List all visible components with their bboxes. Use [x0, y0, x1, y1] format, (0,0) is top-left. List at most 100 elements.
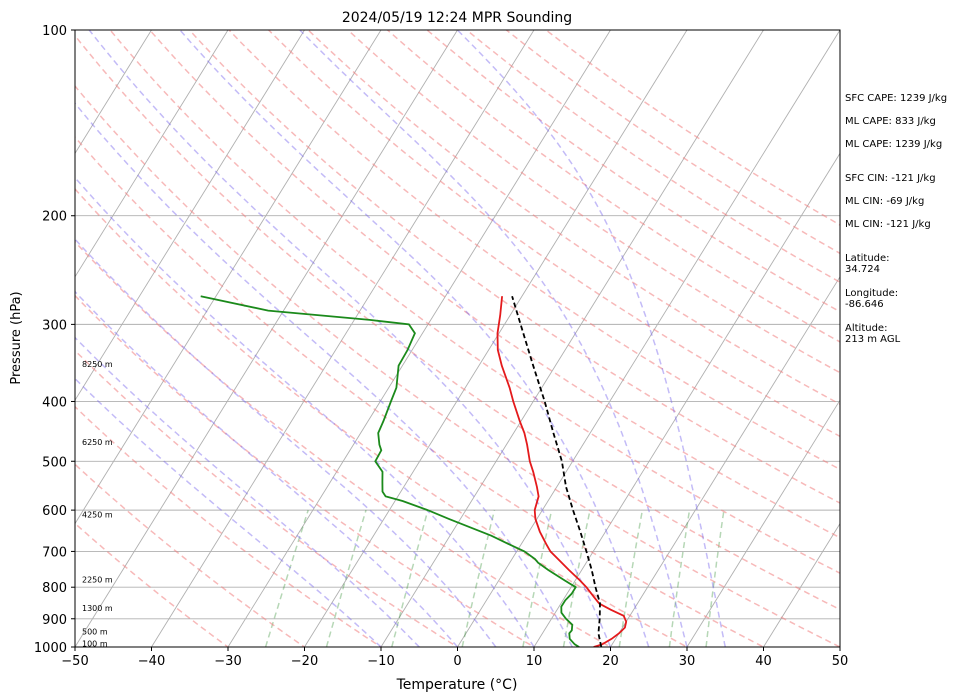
mixing-ratio-line [461, 509, 496, 647]
dry-adiabat-line [75, 349, 459, 647]
height-label: 8250 m [82, 360, 113, 369]
isotherm-line [762, 522, 840, 647]
ml-cape-label-2: ML CAPE: 1239 J/kg [845, 139, 943, 150]
ml-cape-label: ML CAPE: 833 J/kg [845, 116, 936, 127]
isobar-grid [75, 30, 840, 647]
height-label: 4250 m [82, 511, 113, 520]
ml-cin-label: ML CIN: -69 J/kg [845, 196, 925, 207]
dry-adiabat-line [75, 463, 306, 647]
mixing-ratio-lines [264, 509, 725, 647]
longitude-label: Longitude: -86.646 [845, 288, 899, 310]
dry-adiabat-line [75, 187, 689, 647]
temperature-line [496, 296, 628, 647]
moist-adiabat-line [75, 176, 535, 647]
y-tick-label: 500 [42, 455, 67, 470]
dry-adiabat-line [227, 30, 840, 471]
dry-adiabat-line [188, 30, 840, 504]
dry-adiabat-line [148, 30, 840, 539]
dry-adiabat-line [109, 30, 840, 575]
moist-adiabat-line [75, 377, 382, 647]
dry-adiabat-line [75, 522, 230, 647]
height-label: 500 m [82, 627, 108, 636]
x-axis-ticks: −50 −40 −30 −20 −10 0 10 20 30 40 50 [61, 647, 848, 669]
moist-adiabat-line [75, 238, 497, 647]
mixing-ratio-line [264, 509, 309, 647]
moist-adiabat-line [88, 30, 612, 647]
x-tick-label: 20 [602, 654, 619, 669]
isotherm-line [75, 30, 382, 525]
dry-adiabat-line [75, 294, 536, 647]
x-tick-label: −30 [214, 654, 241, 669]
height-labels: 100 m 500 m 1300 m 2250 m 4250 m 6250 m 8250 m [82, 360, 113, 648]
dry-adiabat-line [75, 405, 383, 647]
isotherm-line [380, 30, 765, 647]
moist-adiabat-line [75, 102, 573, 647]
dry-adiabat-line [465, 30, 840, 284]
y-tick-label: 1000 [34, 641, 67, 656]
isotherm-line [75, 30, 459, 647]
y-tick-label: 600 [42, 504, 67, 519]
ml-cin-label-2: ML CIN: -121 J/kg [845, 219, 931, 230]
isotherm-line [150, 30, 535, 647]
x-tick-label: −10 [367, 654, 394, 669]
y-axis-ticks: 1000 900 800 700 600 500 400 300 200 100 [34, 24, 75, 656]
height-label: 1300 m [82, 604, 113, 613]
dry-adiabat-line [346, 30, 840, 374]
isotherm-line [75, 30, 306, 402]
dry-adiabat-line [425, 30, 840, 313]
altitude-label: Altitude: 213 m AGL [845, 323, 901, 345]
x-tick-label: −20 [291, 654, 318, 669]
height-label: 6250 m [82, 438, 113, 447]
dewpoint-line [200, 295, 580, 647]
isotherm-line [227, 30, 612, 647]
parcel-line [511, 295, 603, 647]
dry-adiabat-line [75, 34, 840, 611]
chart-title: 2024/05/19 12:24 MPR Sounding [342, 10, 572, 26]
mixing-ratio-line [668, 509, 691, 647]
moist-adiabat-line [299, 30, 688, 647]
y-tick-label: 200 [42, 210, 67, 225]
mixing-ratio-line [522, 509, 553, 647]
x-tick-label: −50 [61, 654, 88, 669]
moist-adiabat-lines [75, 30, 727, 647]
isotherm-line [0, 16, 7, 660]
x-tick-label: −40 [138, 654, 165, 669]
isotherm-lines [0, 16, 840, 660]
isotherm-line [75, 30, 153, 155]
isotherm-line [686, 399, 840, 647]
y-tick-label: 300 [42, 318, 67, 333]
moist-adiabat-line [75, 290, 459, 647]
x-tick-label: 50 [832, 654, 849, 669]
mixing-ratio-line [325, 509, 367, 647]
sfc-cin-label: SFC CIN: -121 J/kg [845, 173, 936, 184]
height-label: 2250 m [82, 575, 113, 584]
isotherm-line [456, 30, 840, 647]
dry-adiabat-line [544, 30, 840, 226]
mixing-ratio-line [391, 509, 429, 647]
sounding-series [200, 295, 628, 647]
y-tick-label: 900 [42, 613, 67, 628]
sfc-cape-label: SFC CAPE: 1239 J/kg [845, 93, 948, 104]
height-label: 100 m [82, 639, 108, 648]
isotherm-line [609, 275, 840, 647]
isotherm-line [75, 30, 229, 278]
moist-adiabat-line [75, 336, 420, 647]
x-axis-label: Temperature (°C) [396, 677, 518, 693]
y-axis-label: Pressure (hPa) [9, 291, 24, 384]
x-tick-label: 10 [526, 654, 543, 669]
y-tick-label: 100 [42, 24, 67, 39]
y-tick-label: 800 [42, 581, 67, 596]
x-tick-label: 0 [453, 654, 461, 669]
dry-adiabat-lines [75, 30, 840, 647]
mixing-ratio-line [705, 509, 725, 647]
moist-adiabat-line [179, 30, 650, 647]
y-tick-label: 400 [42, 395, 67, 410]
mixing-ratio-line [618, 509, 644, 647]
dry-adiabat-line [75, 135, 766, 647]
x-tick-label: 30 [679, 654, 696, 669]
isotherm-line [303, 30, 688, 647]
latitude-label: Latitude: 34.724 [845, 253, 890, 275]
moist-adiabat-line [456, 30, 727, 647]
